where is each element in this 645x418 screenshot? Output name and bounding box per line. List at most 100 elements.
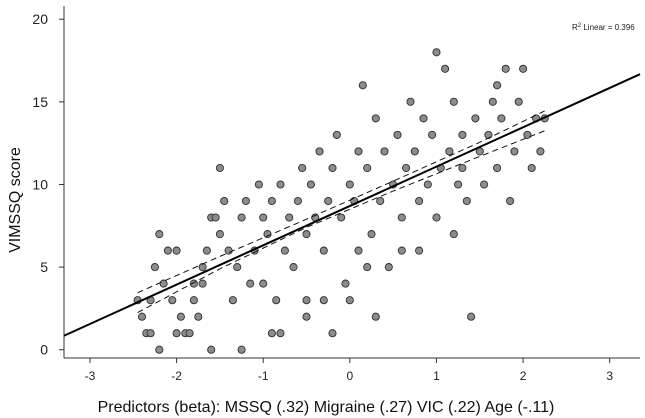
data-point [337, 213, 346, 222]
data-point [302, 230, 311, 239]
y-tick-label: 10 [32, 176, 48, 192]
data-point [514, 97, 523, 106]
data-point [319, 296, 328, 305]
confidence-bands [137, 110, 545, 314]
data-point [289, 263, 298, 272]
data-point [155, 345, 164, 354]
regression-line [63, 73, 641, 337]
data-point [259, 213, 268, 222]
data-point [267, 196, 276, 206]
x-ticks: -3 -2 -1 0 1 2 3 [85, 358, 613, 383]
data-point [172, 246, 181, 255]
data-point [384, 263, 393, 272]
data-point [185, 329, 194, 338]
data-point [419, 114, 428, 123]
data-point [241, 196, 250, 206]
data-point [501, 64, 510, 73]
data-point [341, 279, 350, 288]
y-tick-label: 0 [40, 342, 48, 358]
data-point [332, 130, 341, 139]
data-point [194, 312, 203, 321]
data-point [233, 263, 242, 272]
r2-superscript: 2 [578, 23, 582, 29]
y-tick-label: 15 [32, 94, 48, 110]
data-point [155, 230, 164, 239]
data-point [449, 230, 458, 239]
r2-text: Linear = 0.396 [581, 23, 635, 32]
data-point [415, 246, 424, 255]
data-point [276, 180, 285, 189]
data-point [280, 246, 289, 255]
data-point [259, 279, 268, 288]
data-point [254, 180, 263, 189]
data-point [298, 163, 307, 173]
data-point [276, 329, 285, 338]
data-point [246, 279, 255, 288]
data-point [410, 147, 419, 156]
data-point [168, 296, 177, 305]
data-point [423, 180, 432, 189]
data-point [397, 246, 406, 255]
data-point [293, 196, 302, 206]
data-point [189, 296, 198, 305]
data-point [519, 64, 528, 73]
axes [63, 6, 640, 359]
data-point [319, 246, 328, 255]
data-point [449, 97, 458, 106]
data-point [432, 213, 441, 222]
data-point [480, 180, 489, 189]
data-point [324, 196, 333, 206]
data-point [237, 345, 246, 354]
data-point [220, 196, 229, 206]
data-point [215, 230, 224, 239]
data-point [302, 312, 311, 321]
data-point [150, 263, 159, 272]
data-point [415, 196, 424, 206]
data-point [345, 180, 354, 189]
data-point [380, 147, 389, 156]
y-ticks: 0 5 10 15 20 [32, 11, 64, 358]
data-point [137, 312, 147, 321]
data-point [467, 312, 476, 321]
x-tick-label: -1 [258, 369, 269, 383]
y-tick-label: 5 [40, 259, 48, 275]
data-point [493, 81, 502, 90]
data-point [228, 296, 237, 305]
data-point [302, 296, 311, 305]
data-point [315, 147, 324, 156]
data-point [458, 130, 467, 139]
data-point [428, 130, 437, 139]
data-point [493, 163, 502, 173]
data-point [163, 246, 172, 255]
data-point [202, 246, 211, 255]
data-point [237, 213, 246, 222]
data-point [397, 213, 406, 222]
data-point [328, 163, 337, 173]
data-point [458, 163, 467, 173]
data-point [510, 147, 519, 156]
data-point [224, 246, 233, 255]
data-point [306, 180, 315, 189]
data-point [354, 147, 363, 156]
data-point [454, 180, 463, 189]
data-point [506, 196, 515, 206]
data-point [393, 130, 402, 139]
data-point [402, 163, 411, 173]
ci-band-upper [137, 110, 545, 294]
x-tick-label: -2 [171, 369, 182, 383]
data-point [272, 296, 281, 305]
data-point [146, 329, 155, 338]
data-point [267, 329, 276, 338]
r2-prefix: R [572, 23, 578, 32]
points-layer [133, 48, 549, 354]
data-point [371, 312, 380, 321]
data-point [354, 246, 363, 255]
x-tick-label: 3 [606, 369, 613, 383]
data-point [211, 213, 220, 222]
y-axis-title: VIMSSQ score [7, 147, 24, 253]
x-tick-label: 2 [520, 369, 527, 383]
ci-band-lower [137, 130, 545, 314]
data-point [527, 163, 536, 173]
data-point [207, 345, 216, 354]
